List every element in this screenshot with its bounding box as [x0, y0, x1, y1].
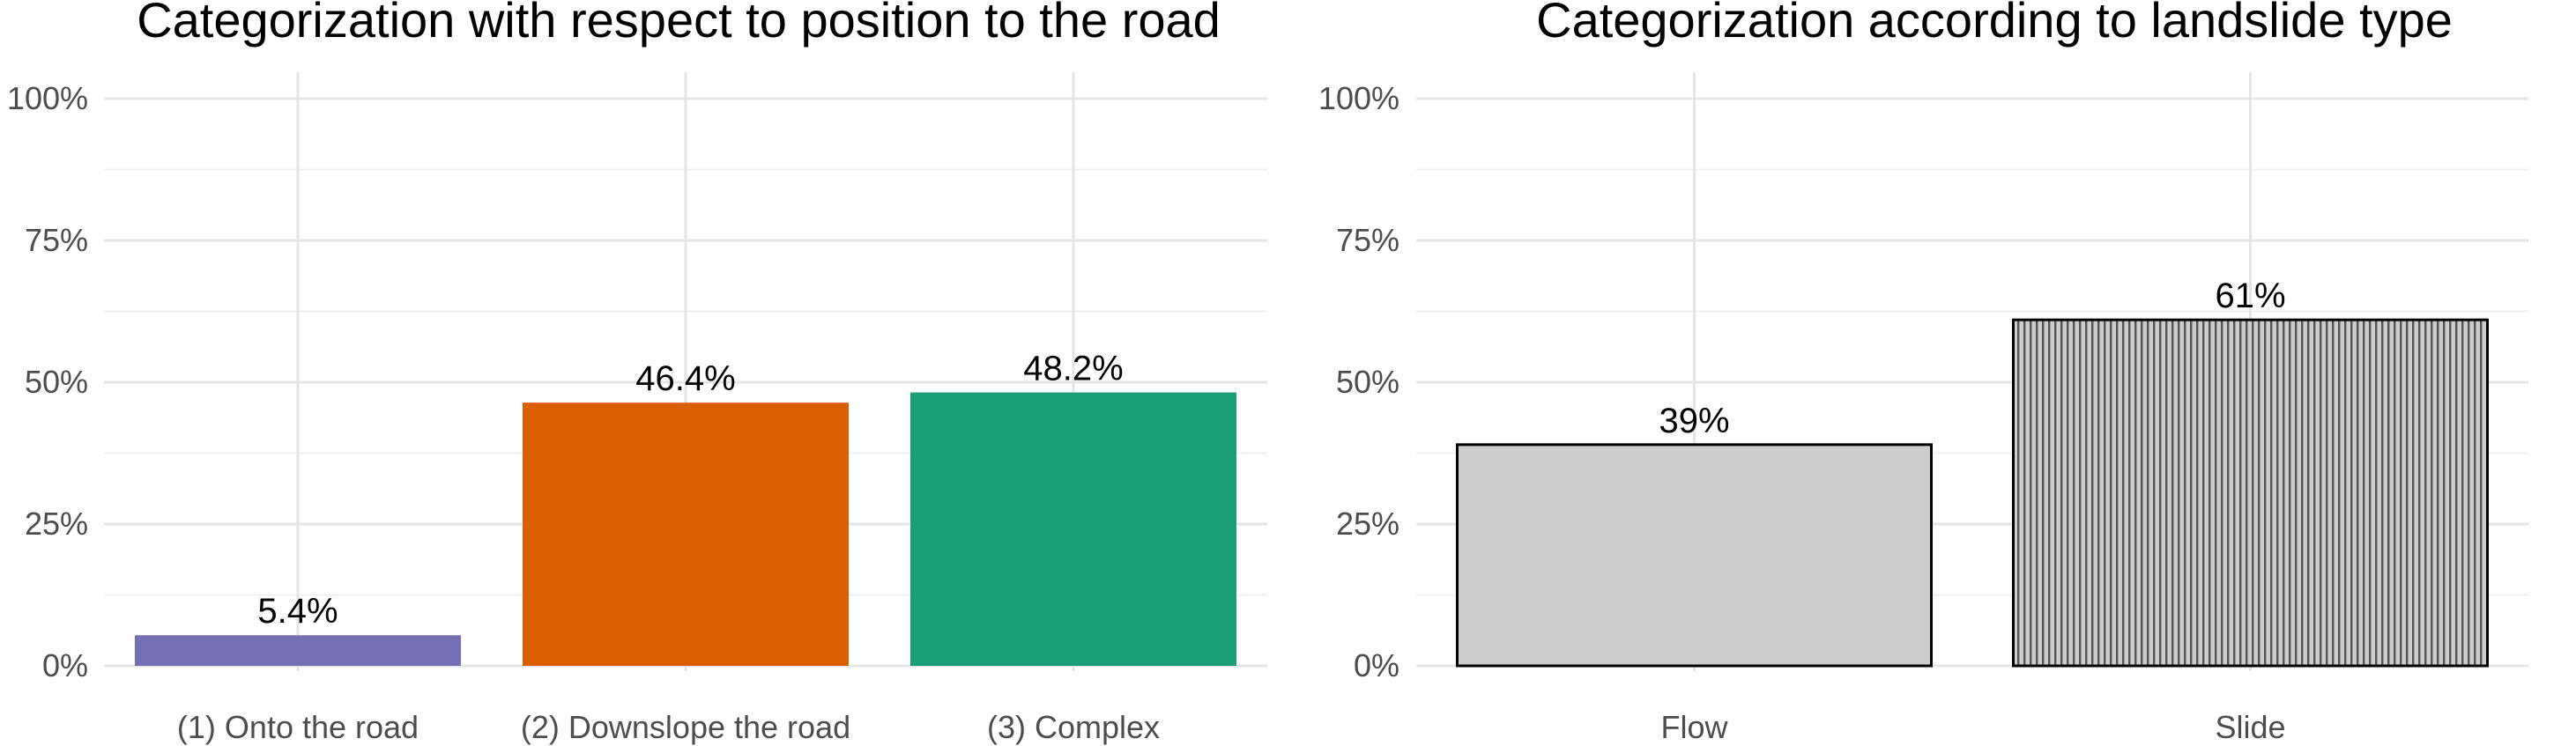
y-tick-label: 75%: [25, 222, 88, 258]
x-tick-label: (3) Complex: [987, 709, 1160, 745]
y-tick-label: 0%: [1354, 647, 1399, 683]
y-tick-label: 50%: [25, 364, 88, 400]
bar: [135, 635, 461, 666]
y-tick-label: 0%: [42, 647, 88, 683]
y-tick-label: 100%: [1318, 80, 1399, 116]
y-tick-label: 25%: [25, 506, 88, 542]
data-label: 39%: [1659, 402, 1729, 440]
y-tick-label: 75%: [1336, 222, 1399, 258]
x-tick-label: Flow: [1660, 709, 1728, 745]
data-label: 61%: [2215, 277, 2285, 315]
x-tick-label: (2) Downslope the road: [521, 709, 850, 745]
y-tick-label: 100%: [7, 80, 88, 116]
data-label: 48.2%: [1023, 350, 1123, 388]
data-label: 46.4%: [635, 359, 735, 398]
bar: [2012, 318, 2489, 668]
bar: [910, 392, 1236, 666]
data-label: 5.4%: [257, 592, 338, 631]
chart-title: Categorization according to landslide ty…: [1536, 0, 2453, 48]
x-tick-label: (1) Onto the road: [177, 709, 419, 745]
x-tick-label: Slide: [2215, 709, 2285, 745]
chart-title: Categorization with respect to position …: [137, 0, 1221, 48]
chart-landslide-type: Categorization according to landslide ty…: [1318, 0, 2528, 745]
bar: [523, 403, 849, 666]
y-tick-label: 25%: [1336, 506, 1399, 542]
y-tick-label: 50%: [1336, 364, 1399, 400]
chart-position-to-road: Categorization with respect to position …: [7, 0, 1267, 745]
bar: [1456, 443, 1933, 668]
